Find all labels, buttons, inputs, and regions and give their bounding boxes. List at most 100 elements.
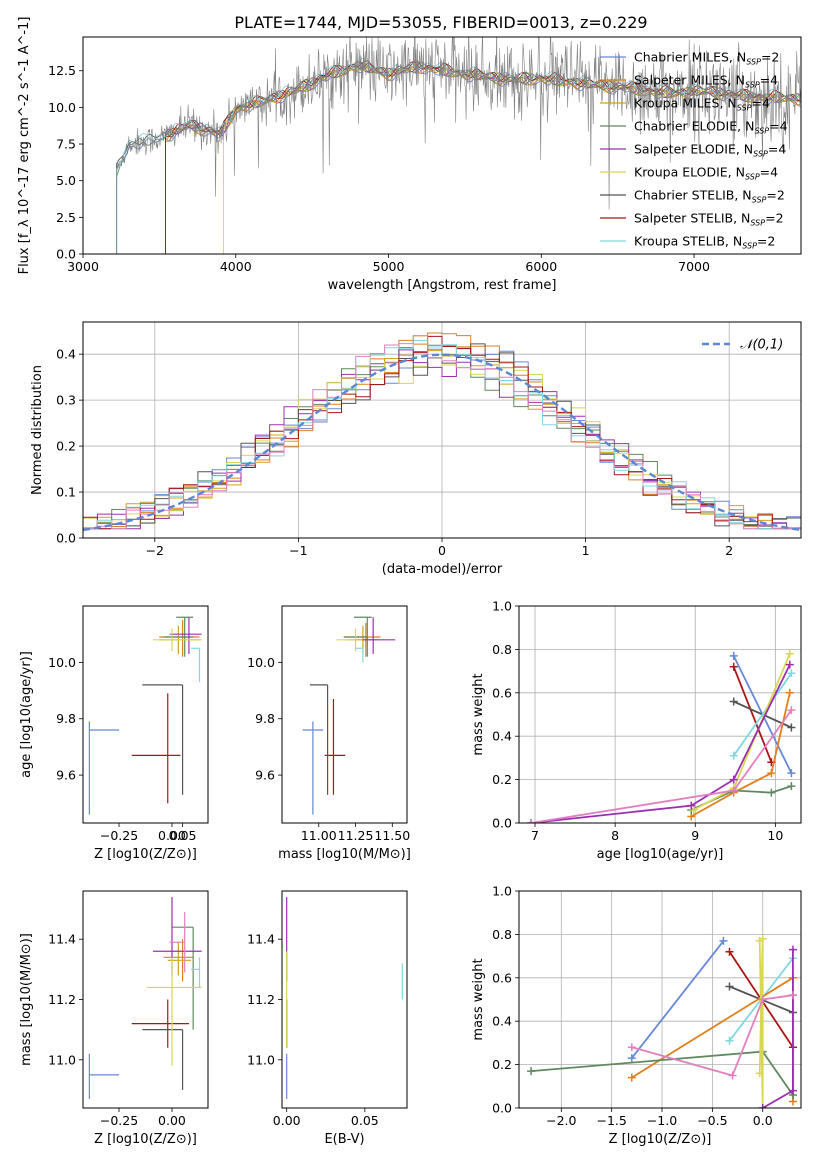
legend-entry: Salpeter MILES, NSSP=4 [634,73,778,90]
age_vs_Z-ytick-label: 9.6 [56,768,76,783]
mass_vs_ebv-ytick-label: 11.2 [247,992,275,1007]
age_vs_mass-xtick-label: 11.50 [374,828,410,843]
spectrum-xtick-label: 5000 [373,259,405,274]
mass-weight-marker [729,775,738,784]
mass-weight-marker [767,788,776,797]
mass-weight-marker [729,651,738,660]
weight_vs_age-ytick-label: 0.8 [492,642,512,657]
mass_vs_Z-ytick-label: 11.4 [48,932,76,947]
spectrum-xtick-label: 4000 [220,259,252,274]
mass_vs_ebv-xlabel: E(B-V) [324,1132,364,1147]
weight_vs_age-ytick-label: 0.2 [492,772,512,787]
age_vs_Z-xtick-label: 0.00 [158,828,186,843]
age_vs_Z-ytick-label: 9.8 [56,711,76,726]
mass-weight-marker [785,688,794,697]
mass-weight-line [631,940,725,1059]
errorbar-point [88,1053,120,1099]
legend-entry: Chabrier ELODIE, NSSP=4 [634,119,788,136]
mass_vs_Z-ytick-label: 11.2 [48,992,76,1007]
mass_vs_Z-panel: −0.25 0.00 11.0 11.2 11.4 Z [log10(Z/Z⊙)] mass… [19,890,209,1147]
weight_vs_age-ytick-label: 1.0 [492,599,512,614]
mass-weight-marker [787,782,796,791]
mass-weight-marker [785,649,794,658]
mass-weight-marker [725,947,734,956]
mass-weight-marker [627,1054,636,1063]
mass-weight-marker [627,1043,636,1052]
mass_vs_Z-xlabel: Z [log10(Z/Z⊙)] [94,1132,197,1147]
mass-weight-marker [767,769,776,778]
weight_vs_Z-ytick-label: 0.2 [492,1057,512,1072]
spectrum-xlabel: wavelength [Angstrom, rest frame] [328,278,557,293]
mass-weight-marker [527,819,536,823]
mass_vs_ebv-ytick-label: 11.0 [247,1052,275,1067]
legend-entry: Salpeter ELODIE, NSSP=4 [634,142,786,159]
mass_vs_ebv-ytick-label: 11.4 [247,932,275,947]
errorbar-point [191,647,201,683]
weight_vs_age-xtick-label: 8 [611,828,619,843]
legend-entry: Kroupa ELODIE, NSSP=4 [634,165,778,182]
mass-weight-marker [788,945,797,954]
weight_vs_Z-panel: −2.0 −1.5 −1.0 −0.5 0.0 0.0 0.2 0.4 0.6 0.8 1.0 Z [… [471,884,802,1147]
residuals-xtick-label: 0 [438,543,446,558]
weight_vs_age-xtick-label: 9 [691,828,699,843]
mass_vs_Z-xtick-label: 0.00 [158,1113,186,1128]
weight_vs_Z-xtick-label: −0.5 [697,1113,727,1128]
mass-weight-line [530,664,791,823]
mass-weight-marker [755,1069,764,1078]
weight_vs_Z-xtick-label: −1.0 [647,1113,677,1128]
age_vs_mass-ytick-label: 9.6 [255,768,275,783]
mass-weight-marker [787,769,796,778]
mass-weight-marker [787,723,796,732]
legend-entry: Kroupa MILES, NSSP=4 [634,96,770,113]
errorbar-point [191,957,201,988]
weight_vs_age-panel: 7 8 9 10 0.0 0.2 0.4 0.6 0.8 1.0 age [log10(age/yr… [471,599,802,862]
errorbar-point [355,647,364,663]
mass-weight-line [758,938,764,1108]
weight_vs_Z-xtick-label: −1.5 [596,1113,626,1128]
residuals-xtick-label: −2 [146,543,164,558]
mass-weight-marker [729,697,738,706]
mass-weight-line [690,785,792,811]
weight_vs_age-ytick-label: 0.6 [492,685,512,700]
residuals-xtick-label: −1 [289,543,307,558]
weight_vs_Z-xlabel: Z [log10(Z/Z⊙)] [609,1132,712,1147]
spectrum-ytick-label: 12.5 [48,63,76,78]
normal-reference-curve [83,353,801,532]
age_vs_Z-ylabel: age [log10(age/yr)] [19,651,34,778]
mass-weight-marker [689,805,698,814]
residuals-ytick-label: 0.0 [56,531,76,546]
errorbar-point [146,957,202,1066]
residuals-xlabel: (data-model)/error [382,562,503,577]
errorbar-point [88,721,120,815]
spectrum-panel: 3000 4000 5000 6000 7000 0.0 2.5 5.0 7.5 10.0 12.5… [17,17,802,293]
mass_vs_Z-ytick-label: 11.0 [48,1052,76,1067]
errorbar-point [152,628,202,652]
errorbar-point [159,620,200,657]
residual-histogram [83,335,801,530]
age_vs_mass-panel: 11.00 11.25 11.50 9.6 9.8 10.0 mass [log10(M/M… [247,605,411,862]
residuals-ytick-label: 0.3 [56,393,76,408]
spectrum-xtick-label: 6000 [525,259,557,274]
mass-weight-marker [729,786,738,795]
age_vs_mass-ytick-label: 9.8 [255,711,275,726]
age_vs_Z-xtick-label: −0.25 [100,828,138,843]
weight_vs_Z-ytick-label: 0.6 [492,970,512,985]
residuals-xtick-label: 2 [725,543,733,558]
spectrum-xtick-label: 7000 [678,259,710,274]
spectrum-ytick-label: 7.5 [56,137,76,152]
age_vs_mass-xtick-label: 11.25 [338,828,374,843]
mass-weight-marker [787,669,796,678]
weight_vs_age-xtick-label: 7 [531,828,539,843]
mass-weight-marker [687,801,696,810]
residuals-xtick-label: 1 [582,543,590,558]
mass-weight-marker [758,1104,767,1108]
mass-weight-line [530,709,793,823]
weight_vs_Z-ytick-label: 0.8 [492,927,512,942]
legend-entry: Kroupa STELIB, NSSP=2 [634,234,775,251]
residuals-panel: −2 −1 0 1 2 0.0 0.1 0.2 0.3 0.4 (data-model)/error… [30,321,802,577]
spectrum-model-line [223,60,801,254]
errorbar-point [167,942,192,976]
figure-title: PLATE=1744, MJD=53055, FIBERID=0013, z=0… [234,13,647,32]
spectrum-legend: Chabrier MILES, NSSP=2 Salpeter MILES, NS… [600,50,788,251]
mass-weight-marker [725,982,734,991]
